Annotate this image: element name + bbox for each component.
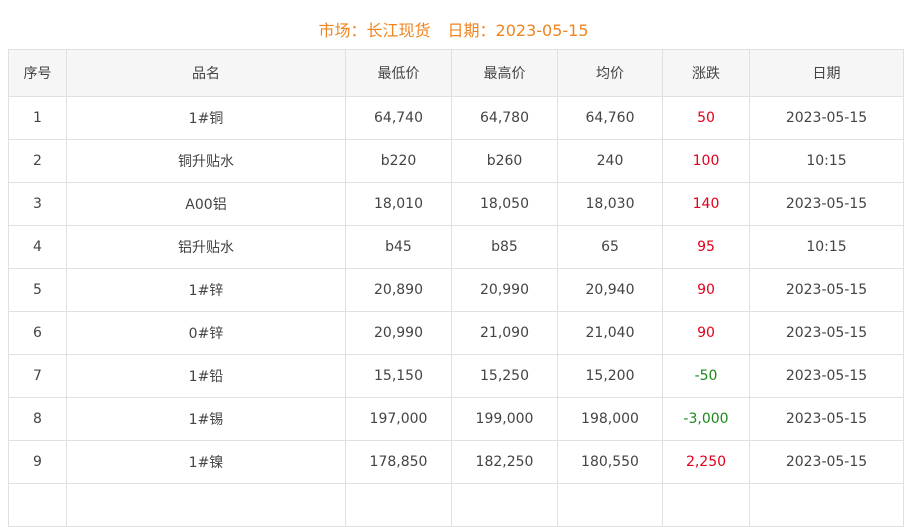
cell-change: 50 [662,96,750,140]
cell-avg: 21,040 [557,311,663,355]
cell-avg: 240 [557,139,663,183]
cell-no: 2 [8,139,67,183]
market-label: 市场：长江现货 [318,21,431,40]
cell-date: 2023-05-15 [749,311,904,355]
cell-low: 178,850 [345,440,452,484]
table-row [8,483,904,527]
cell-date: 2023-05-15 [749,354,904,398]
cell-high: 15,250 [451,354,558,398]
cell-no: 6 [8,311,67,355]
cell-no: 3 [8,182,67,226]
cell-high: 21,090 [451,311,558,355]
cell-high: 18,050 [451,182,558,226]
table-row: 6 0#锌 20,990 21,090 21,040 90 2023-05-15 [8,311,904,355]
cell-low: b45 [345,225,452,269]
cell-no: 4 [8,225,67,269]
cell-change: 90 [662,268,750,312]
cell-name: 1#锡 [66,397,346,441]
date-label: 日期：2023-05-15 [447,21,589,40]
table-header: 序号 品名 最低价 最高价 均价 涨跌 日期 [8,49,904,97]
cell-name: A00铝 [66,182,346,226]
cell-date: 2023-05-15 [749,397,904,441]
cell-name: 1#镍 [66,440,346,484]
cell-high: 20,990 [451,268,558,312]
header-high: 最高价 [451,49,558,97]
cell-name: 1#铅 [66,354,346,398]
cell-date: 2023-05-15 [749,440,904,484]
cell-avg: 15,200 [557,354,663,398]
cell-no: 1 [8,96,67,140]
cell-date: 2023-05-15 [749,182,904,226]
cell-high: b85 [451,225,558,269]
cell-empty [749,483,904,527]
cell-avg: 198,000 [557,397,663,441]
cell-empty [66,483,346,527]
cell-high: 182,250 [451,440,558,484]
table-row: 5 1#锌 20,890 20,990 20,940 90 2023-05-15 [8,268,904,312]
table-row: 8 1#锡 197,000 199,000 198,000 -3,000 2023-05-1… [8,397,904,441]
cell-change: -3,000 [662,397,750,441]
cell-change: -50 [662,354,750,398]
cell-avg: 64,760 [557,96,663,140]
price-table: 序号 品名 最低价 最高价 均价 涨跌 日期 1 1#铜 64,740 64,780 6… [8,49,904,527]
cell-date: 2023-05-15 [749,96,904,140]
cell-empty [557,483,663,527]
cell-high: 199,000 [451,397,558,441]
cell-change: 100 [662,139,750,183]
cell-name: 铜升贴水 [66,139,346,183]
cell-change: 2,250 [662,440,750,484]
cell-low: 20,990 [345,311,452,355]
table-row: 2 铜升贴水 b220 b260 240 100 10:15 [8,139,904,183]
cell-empty [345,483,452,527]
cell-date: 10:15 [749,225,904,269]
cell-change: 140 [662,182,750,226]
table-row: 1 1#铜 64,740 64,780 64,760 50 2023-05-15 [8,96,904,140]
table-row: 7 1#铅 15,150 15,250 15,200 -50 2023-05-15 [8,354,904,398]
cell-low: 18,010 [345,182,452,226]
cell-high: b260 [451,139,558,183]
cell-avg: 180,550 [557,440,663,484]
cell-name: 1#锌 [66,268,346,312]
cell-no: 9 [8,440,67,484]
cell-name: 铝升贴水 [66,225,346,269]
cell-change: 95 [662,225,750,269]
table-row: 4 铝升贴水 b45 b85 65 95 10:15 [8,225,904,269]
header-low: 最低价 [345,49,452,97]
header-date: 日期 [749,49,904,97]
header-change: 涨跌 [662,49,750,97]
cell-high: 64,780 [451,96,558,140]
cell-date: 10:15 [749,139,904,183]
cell-name: 1#铜 [66,96,346,140]
cell-low: 64,740 [345,96,452,140]
cell-avg: 18,030 [557,182,663,226]
cell-empty [662,483,750,527]
cell-no: 8 [8,397,67,441]
cell-no: 7 [8,354,67,398]
cell-avg: 20,940 [557,268,663,312]
header-name: 品名 [66,49,346,97]
header-no: 序号 [8,49,67,97]
cell-empty [451,483,558,527]
cell-low: 197,000 [345,397,452,441]
cell-low: 20,890 [345,268,452,312]
table-row: 9 1#镍 178,850 182,250 180,550 2,250 2023-05-15 [8,440,904,484]
cell-empty [8,483,67,527]
cell-date: 2023-05-15 [749,268,904,312]
cell-no: 5 [8,268,67,312]
cell-low: 15,150 [345,354,452,398]
header-avg: 均价 [557,49,663,97]
cell-low: b220 [345,139,452,183]
cell-name: 0#锌 [66,311,346,355]
market-title: 市场：长江现货 日期：2023-05-15 [0,17,907,41]
cell-avg: 65 [557,225,663,269]
table-row: 3 A00铝 18,010 18,050 18,030 140 2023-05-15 [8,182,904,226]
cell-change: 90 [662,311,750,355]
